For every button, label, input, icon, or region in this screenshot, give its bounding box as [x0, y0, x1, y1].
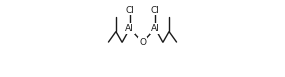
Text: O: O [139, 38, 146, 47]
Text: Cl: Cl [125, 6, 134, 14]
Text: Al: Al [125, 24, 134, 33]
Text: Cl: Cl [151, 6, 160, 14]
Text: Al: Al [151, 24, 160, 33]
